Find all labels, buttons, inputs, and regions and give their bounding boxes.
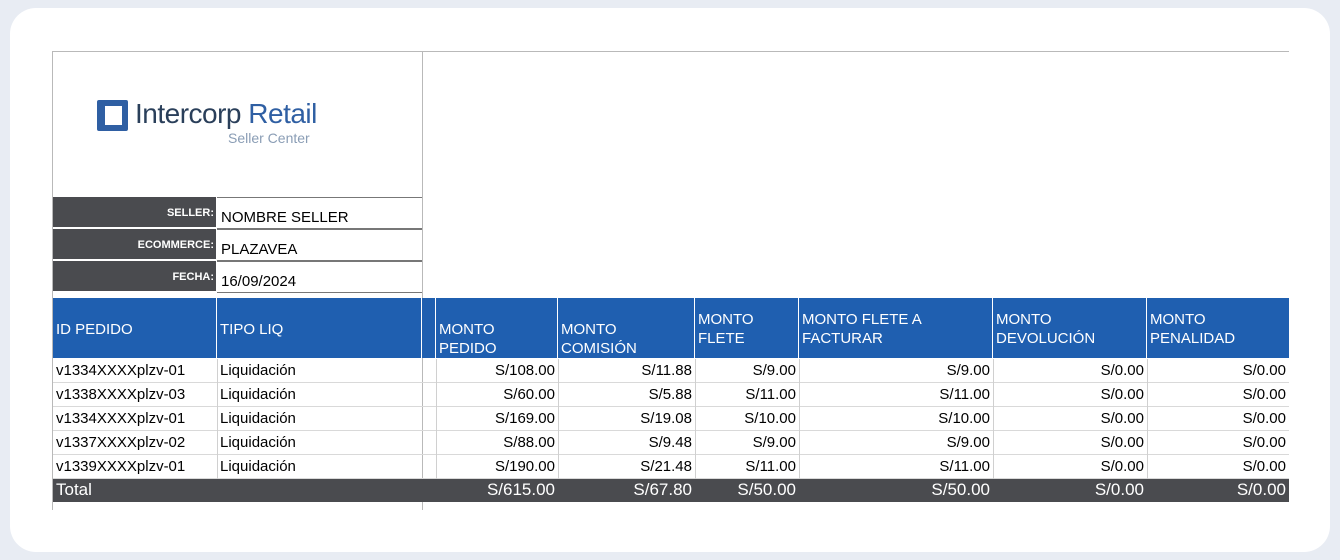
table-cell-flete-facturar: S/9.00 — [799, 359, 993, 383]
table-cell-devolucion: S/0.00 — [993, 359, 1147, 383]
col-line — [1147, 359, 1148, 479]
table-cell-tipo: Liquidación — [217, 383, 436, 407]
header-spacer — [422, 298, 436, 358]
total-monto-comision: S/67.80 — [633, 480, 692, 499]
fecha-label: FECHA: — [53, 261, 216, 292]
header-monto-pedido: MONTO PEDIDO — [436, 298, 558, 358]
logo-mark-icon — [97, 100, 128, 131]
header-monto-devolucion: MONTO DEVOLUCIÓN — [993, 298, 1147, 358]
table-cell-penalidad: S/0.00 — [1147, 383, 1289, 407]
table-cell-monto-flete: S/9.00 — [695, 359, 799, 383]
fecha-value: 16/09/2024 — [217, 261, 422, 293]
table-cell-penalidad: S/0.00 — [1147, 359, 1289, 383]
table-cell-monto-pedido: S/60.00 — [436, 383, 558, 407]
table-cell-flete-facturar: S/11.00 — [799, 383, 993, 407]
total-row — [53, 479, 1289, 502]
total-monto-pedido: S/615.00 — [486, 480, 555, 499]
col-line — [695, 359, 696, 479]
table-cell-devolucion: S/0.00 — [993, 455, 1147, 479]
header-monto-flete: MONTO FLETE — [695, 298, 799, 358]
table-cell-monto-pedido: S/190.00 — [436, 455, 558, 479]
table-cell-penalidad: S/0.00 — [1147, 431, 1289, 455]
table-cell-flete-facturar: S/9.00 — [799, 431, 993, 455]
table-cell-monto-comision: S/21.48 — [558, 455, 695, 479]
col-line — [436, 359, 437, 479]
table-cell-monto-flete: S/9.00 — [695, 431, 799, 455]
brand-logo: Intercorp Retail Seller Center — [97, 98, 337, 154]
table-cell-monto-pedido: S/88.00 — [436, 431, 558, 455]
col-line — [993, 359, 994, 479]
total-devolucion: S/0.00 — [1094, 480, 1144, 499]
ecommerce-label: ECOMMERCE: — [53, 229, 216, 260]
table-cell-devolucion: S/0.00 — [993, 383, 1147, 407]
table-cell-id: v1334XXXXplzv-01 — [53, 359, 217, 383]
total-penalidad: S/0.00 — [1236, 480, 1286, 499]
table-cell-flete-facturar: S/10.00 — [799, 407, 993, 431]
header-monto-penalidad: MONTO PENALIDAD — [1147, 298, 1289, 358]
table-cell-devolucion: S/0.00 — [993, 407, 1147, 431]
table-cell-id: v1339XXXXplzv-01 — [53, 455, 217, 479]
table-cell-penalidad: S/0.00 — [1147, 407, 1289, 431]
ecommerce-value: PLAZAVEA — [217, 229, 422, 261]
table-cell-id: v1337XXXXplzv-02 — [53, 431, 217, 455]
seller-value: NOMBRE SELLER — [217, 197, 422, 229]
table-cell-id: v1338XXXXplzv-03 — [53, 383, 217, 407]
total-monto-flete: S/50.00 — [737, 480, 796, 499]
brand-name-dark: Intercorp — [135, 98, 242, 129]
seller-label: SELLER: — [53, 197, 216, 228]
table-cell-monto-comision: S/9.48 — [558, 431, 695, 455]
col-line — [799, 359, 800, 479]
table-cell-monto-flete: S/11.00 — [695, 455, 799, 479]
brand-name-light: Retail — [248, 98, 317, 129]
col-line — [558, 359, 559, 479]
table-cell-monto-comision: S/5.88 — [558, 383, 695, 407]
brand-subtitle: Seller Center — [228, 130, 310, 146]
table-cell-tipo: Liquidación — [217, 455, 436, 479]
table-cell-monto-flete: S/11.00 — [695, 383, 799, 407]
header-monto-comision: MONTO COMISIÓN — [558, 298, 695, 358]
header-id-pedido: ID PEDIDO — [53, 298, 217, 358]
total-label: Total — [56, 480, 92, 499]
total-flete-facturar: S/50.00 — [931, 480, 990, 499]
table-cell-monto-pedido: S/108.00 — [436, 359, 558, 383]
header-tipo-liq: TIPO LIQ — [217, 298, 422, 358]
table-cell-id: v1334XXXXplzv-01 — [53, 407, 217, 431]
table-cell-tipo: Liquidación — [217, 407, 436, 431]
table-cell-penalidad: S/0.00 — [1147, 455, 1289, 479]
table-cell-monto-pedido: S/169.00 — [436, 407, 558, 431]
liquidation-sheet: Intercorp Retail Seller Center SELLER: N… — [52, 51, 1289, 510]
table-cell-monto-comision: S/19.08 — [558, 407, 695, 431]
sheet-divider — [422, 52, 423, 510]
table-cell-tipo: Liquidación — [217, 431, 436, 455]
header-monto-flete-facturar: MONTO FLETE A FACTURAR — [799, 298, 993, 358]
brand-name: Intercorp Retail — [135, 98, 317, 130]
table-cell-flete-facturar: S/11.00 — [799, 455, 993, 479]
table-cell-monto-comision: S/11.88 — [558, 359, 695, 383]
table-cell-monto-flete: S/10.00 — [695, 407, 799, 431]
col-line — [217, 359, 218, 479]
table-cell-devolucion: S/0.00 — [993, 431, 1147, 455]
table-cell-tipo: Liquidación — [217, 359, 436, 383]
